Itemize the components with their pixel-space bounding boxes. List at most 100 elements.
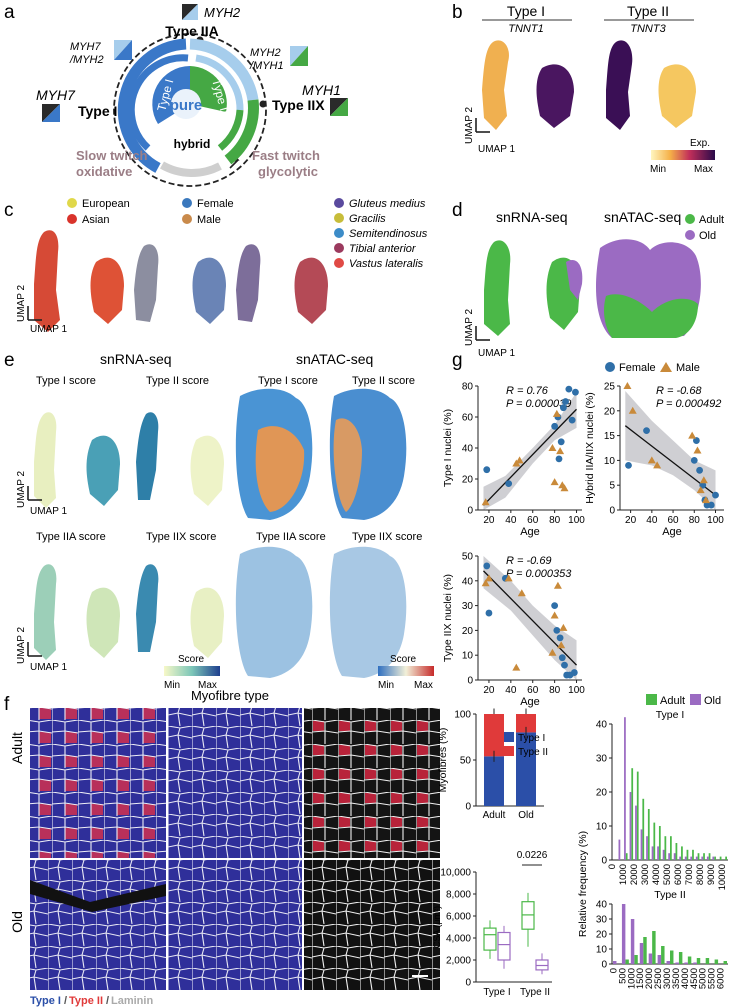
f-image-old-merge bbox=[30, 860, 166, 990]
e-legend-rna-gradient bbox=[164, 666, 220, 676]
c-legend-muscles: Gluteus medius Gracilis Semitendinosus T… bbox=[334, 198, 428, 270]
point-female bbox=[568, 416, 576, 424]
e-top-umap1-label: UMAP 1 bbox=[30, 506, 67, 517]
y-tick-label: 4,000 bbox=[446, 934, 471, 945]
point-female bbox=[696, 466, 703, 474]
y-tick-label: 10 bbox=[462, 651, 474, 662]
y-tick-label: 40 bbox=[462, 576, 474, 587]
myh1-swatch-green bbox=[330, 98, 348, 116]
x-tick-label: 5500 bbox=[707, 968, 718, 989]
point-female bbox=[625, 461, 632, 469]
c-legend-dot-female bbox=[182, 198, 192, 208]
e-legend-atac-gradient bbox=[378, 666, 434, 676]
point-female bbox=[690, 457, 698, 464]
c-legend-dot-gluteus bbox=[334, 198, 344, 208]
bar-type-ii bbox=[516, 714, 536, 733]
bar-type-i bbox=[516, 732, 536, 806]
y-tick-label: 8,000 bbox=[446, 890, 471, 901]
x-tick-label: 100 bbox=[707, 515, 724, 526]
e-umap-atac-i-hot bbox=[255, 426, 305, 512]
g-legend-triangle-male bbox=[660, 362, 672, 372]
point-male bbox=[628, 406, 637, 414]
c-umap1-label: UMAP 1 bbox=[30, 324, 67, 335]
legend-label-old: Old bbox=[704, 695, 721, 707]
bar-adult bbox=[642, 798, 645, 860]
label-myh2-myh1-b: /MYH1 bbox=[249, 60, 284, 72]
y-axis-label: Relative frequency (%) bbox=[577, 831, 589, 937]
point-male bbox=[553, 581, 562, 589]
bar-adult bbox=[631, 768, 634, 860]
bar-adult bbox=[670, 950, 674, 964]
e-score-bottom-3: Type IIA score bbox=[256, 531, 326, 543]
c-legend-dot-gracilis bbox=[334, 213, 344, 223]
arc-hybrid bbox=[160, 161, 222, 177]
y-tick-label: 10 bbox=[604, 456, 616, 467]
bar-old bbox=[648, 953, 653, 964]
c-umap-5 bbox=[236, 244, 261, 322]
label-myh1: MYH1 bbox=[302, 82, 341, 98]
b-legend-title: Exp. bbox=[690, 138, 710, 149]
bar-old bbox=[695, 856, 698, 860]
y-tick-label: 2,000 bbox=[446, 956, 471, 967]
c-legend-gluteus: Gluteus medius bbox=[349, 198, 426, 210]
c-legend-dot-semitendinosus bbox=[334, 228, 344, 238]
x-tick-label: 5000 bbox=[698, 968, 709, 989]
d-title-rna: snRNA-seq bbox=[496, 209, 568, 225]
x-tick-label: 4000 bbox=[651, 864, 662, 885]
point-female bbox=[693, 437, 700, 444]
bar-old bbox=[624, 717, 626, 860]
bar-old bbox=[640, 829, 643, 860]
c-legend-vastus: Vastus lateralis bbox=[349, 258, 424, 270]
g-legend-dot-female bbox=[605, 362, 615, 372]
x-tick-label: 0 bbox=[608, 968, 619, 973]
x-tick-label: 5000 bbox=[662, 864, 673, 885]
e-legend-rna-title: Score bbox=[178, 654, 205, 665]
y-tick-label: 50 bbox=[462, 552, 474, 563]
x-tick-label: 100 bbox=[568, 685, 585, 696]
label-slow-1: Slow twitch bbox=[76, 148, 148, 163]
g-legend-male: Male bbox=[676, 362, 700, 374]
scatter-g1: 20 40 60 80 100 0 20 40 60 80 Age Type I nuclei (%)… bbox=[442, 382, 585, 539]
e-score-bottom-1: Type IIA score bbox=[36, 531, 106, 543]
b-gene-i: TNNT1 bbox=[508, 23, 543, 35]
x-tick-label: 2500 bbox=[653, 968, 664, 989]
d-umap-atac-adult bbox=[604, 294, 698, 338]
d-legend-old: Old bbox=[699, 230, 716, 242]
d-umap-rna-2-old bbox=[566, 260, 583, 300]
point-female bbox=[707, 501, 715, 509]
point-male bbox=[556, 447, 565, 455]
x-tick-label: 40 bbox=[646, 515, 658, 526]
bar-adult bbox=[697, 853, 700, 860]
point-male bbox=[623, 382, 632, 389]
c-legend-dot-male bbox=[182, 214, 192, 224]
e-umap-rna-i-2 bbox=[86, 435, 120, 506]
x-tick-label: 3000 bbox=[662, 968, 673, 989]
f-title: Myofibre type bbox=[191, 688, 269, 703]
label-myh7: MYH7 bbox=[36, 87, 76, 103]
bar-adult bbox=[670, 836, 672, 860]
label-type-iix: Type IIX bbox=[272, 97, 325, 113]
x-tick-label: 1500 bbox=[635, 968, 646, 989]
y-tick-label: 0 bbox=[467, 506, 473, 517]
bar-old bbox=[657, 846, 659, 860]
e-score-bottom-2: Type IIX score bbox=[146, 531, 216, 543]
x-tick-label: 3500 bbox=[671, 968, 682, 989]
y-tick-label: 25 bbox=[604, 382, 616, 393]
point-female bbox=[551, 422, 559, 430]
y-tick-label: 20 bbox=[462, 475, 474, 486]
e-umap-atac-ii-hot bbox=[333, 418, 362, 512]
c-umap-2 bbox=[90, 257, 124, 324]
e-umap-rna-iia-1 bbox=[34, 564, 57, 660]
y-tick-label: 40 bbox=[462, 444, 474, 455]
bar-adult bbox=[696, 958, 701, 964]
d-legend-dot-old bbox=[685, 230, 695, 240]
label-type-i: Type I bbox=[78, 103, 117, 119]
f-image-adult-type-ii bbox=[304, 708, 440, 858]
y-tick-label: 30 bbox=[462, 601, 474, 612]
x-tick-label: 20 bbox=[483, 515, 495, 526]
arc-inner-type-iix bbox=[217, 109, 244, 151]
bar-adult bbox=[686, 849, 689, 860]
y-tick-label: 40 bbox=[596, 720, 608, 731]
box-adult bbox=[483, 927, 497, 951]
